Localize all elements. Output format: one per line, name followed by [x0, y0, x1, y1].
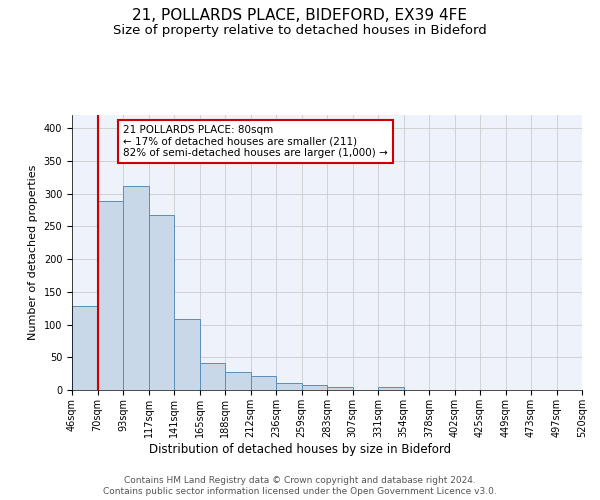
Bar: [378, 388, 404, 390]
Text: 21 POLLARDS PLACE: 80sqm
← 17% of detached houses are smaller (211)
82% of semi-: 21 POLLARDS PLACE: 80sqm ← 17% of detach…: [123, 125, 388, 158]
Bar: [302, 386, 327, 390]
Text: Distribution of detached houses by size in Bideford: Distribution of detached houses by size …: [149, 442, 451, 456]
Bar: [174, 320, 199, 390]
Bar: [123, 186, 149, 390]
Bar: [97, 202, 123, 390]
Bar: [149, 215, 174, 390]
Text: Contains HM Land Registry data © Crown copyright and database right 2024.: Contains HM Land Registry data © Crown c…: [124, 476, 476, 485]
Bar: [251, 376, 276, 390]
Bar: [72, 306, 97, 390]
Text: Contains public sector information licensed under the Open Government Licence v3: Contains public sector information licen…: [103, 488, 497, 496]
Text: 21, POLLARDS PLACE, BIDEFORD, EX39 4FE: 21, POLLARDS PLACE, BIDEFORD, EX39 4FE: [133, 8, 467, 22]
Bar: [225, 372, 251, 390]
Bar: [276, 383, 302, 390]
Y-axis label: Number of detached properties: Number of detached properties: [28, 165, 38, 340]
Bar: [327, 386, 353, 390]
Bar: [199, 362, 225, 390]
Text: Size of property relative to detached houses in Bideford: Size of property relative to detached ho…: [113, 24, 487, 37]
